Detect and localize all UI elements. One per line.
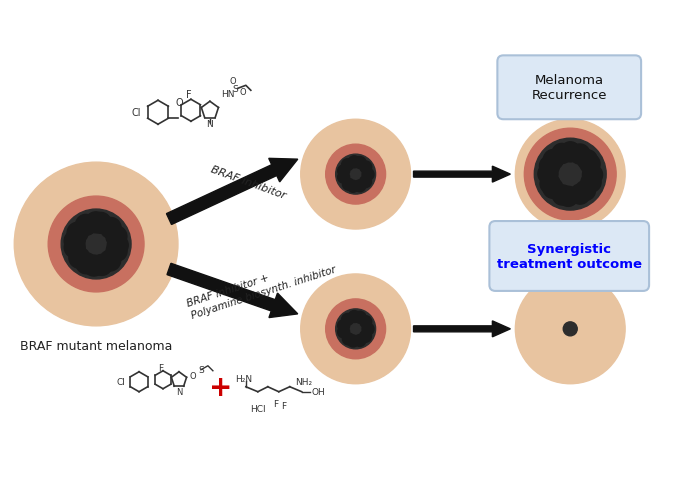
Circle shape: [342, 160, 354, 171]
Circle shape: [64, 238, 85, 258]
Circle shape: [337, 165, 350, 178]
Circle shape: [336, 309, 376, 349]
Circle shape: [360, 176, 372, 188]
Circle shape: [337, 172, 349, 184]
Circle shape: [301, 274, 410, 384]
Circle shape: [106, 226, 127, 247]
Circle shape: [69, 248, 90, 269]
Circle shape: [580, 155, 600, 175]
Polygon shape: [167, 159, 298, 225]
Circle shape: [570, 144, 590, 165]
Circle shape: [76, 253, 97, 274]
Circle shape: [560, 142, 580, 163]
Text: H₂N: H₂N: [235, 374, 253, 384]
FancyBboxPatch shape: [498, 56, 641, 120]
Circle shape: [515, 120, 625, 229]
Circle shape: [538, 164, 558, 184]
Circle shape: [64, 231, 85, 252]
Text: Cl: Cl: [117, 378, 125, 386]
Text: O: O: [175, 98, 183, 108]
Text: F: F: [186, 90, 192, 100]
Circle shape: [342, 179, 354, 191]
Circle shape: [48, 197, 144, 292]
Circle shape: [99, 250, 120, 271]
Circle shape: [360, 162, 372, 174]
Circle shape: [90, 213, 111, 234]
Circle shape: [337, 326, 349, 338]
Polygon shape: [167, 264, 298, 318]
Circle shape: [106, 241, 127, 262]
Circle shape: [76, 215, 97, 236]
Circle shape: [354, 312, 366, 324]
Text: F: F: [281, 401, 286, 410]
Text: F: F: [158, 364, 164, 372]
Text: O: O: [239, 88, 246, 97]
Circle shape: [301, 120, 410, 229]
Circle shape: [354, 157, 366, 169]
Text: NH₂: NH₂: [295, 378, 312, 386]
Text: HCl: HCl: [250, 405, 265, 413]
Text: O: O: [230, 77, 236, 85]
Circle shape: [354, 181, 366, 192]
Circle shape: [100, 218, 121, 239]
Text: Synergistic
treatment outcome: Synergistic treatment outcome: [497, 243, 642, 270]
Circle shape: [540, 157, 559, 177]
Circle shape: [349, 157, 361, 168]
Circle shape: [107, 235, 128, 256]
FancyBboxPatch shape: [489, 222, 649, 291]
Text: N: N: [206, 120, 214, 128]
Text: HN: HN: [221, 90, 234, 99]
Text: BRAF inhibitor: BRAF inhibitor: [209, 164, 287, 201]
Circle shape: [342, 333, 354, 345]
Circle shape: [575, 181, 596, 201]
Circle shape: [336, 155, 376, 195]
Circle shape: [543, 150, 564, 170]
Circle shape: [326, 145, 386, 204]
Circle shape: [360, 331, 372, 343]
Circle shape: [347, 181, 359, 193]
Circle shape: [326, 299, 386, 359]
Text: O: O: [190, 371, 196, 381]
Circle shape: [85, 212, 106, 233]
Text: +: +: [209, 373, 232, 401]
Polygon shape: [414, 321, 510, 337]
Circle shape: [362, 169, 374, 181]
Circle shape: [578, 150, 597, 170]
Circle shape: [342, 314, 354, 326]
Text: N: N: [176, 387, 182, 396]
Circle shape: [524, 129, 616, 221]
Circle shape: [83, 256, 104, 277]
Circle shape: [349, 311, 361, 323]
Text: Melanoma
Recurrence: Melanoma Recurrence: [531, 74, 607, 102]
Text: S: S: [232, 84, 238, 94]
Circle shape: [337, 320, 350, 332]
Circle shape: [564, 322, 577, 336]
Circle shape: [570, 184, 590, 205]
Circle shape: [552, 185, 573, 205]
Text: BRAF mutant melanoma: BRAF mutant melanoma: [20, 339, 172, 352]
Text: OH: OH: [312, 387, 326, 396]
Circle shape: [558, 187, 578, 207]
Circle shape: [61, 210, 131, 279]
Circle shape: [14, 163, 178, 326]
Circle shape: [360, 316, 372, 328]
Circle shape: [543, 179, 563, 199]
Circle shape: [67, 223, 88, 244]
Polygon shape: [414, 167, 510, 183]
Circle shape: [354, 335, 366, 347]
Text: BRAF inhibitor +
Polyamine biosynth. inhibitor: BRAF inhibitor + Polyamine biosynth. inh…: [186, 252, 337, 321]
Circle shape: [552, 144, 572, 164]
Circle shape: [347, 335, 359, 347]
Circle shape: [91, 255, 112, 276]
Circle shape: [582, 165, 603, 185]
Circle shape: [540, 174, 560, 194]
Text: Cl: Cl: [132, 108, 141, 118]
Text: S: S: [198, 366, 204, 374]
Circle shape: [581, 173, 601, 193]
Text: F: F: [273, 399, 279, 408]
Circle shape: [515, 274, 625, 384]
Circle shape: [362, 324, 374, 335]
Circle shape: [534, 139, 606, 211]
